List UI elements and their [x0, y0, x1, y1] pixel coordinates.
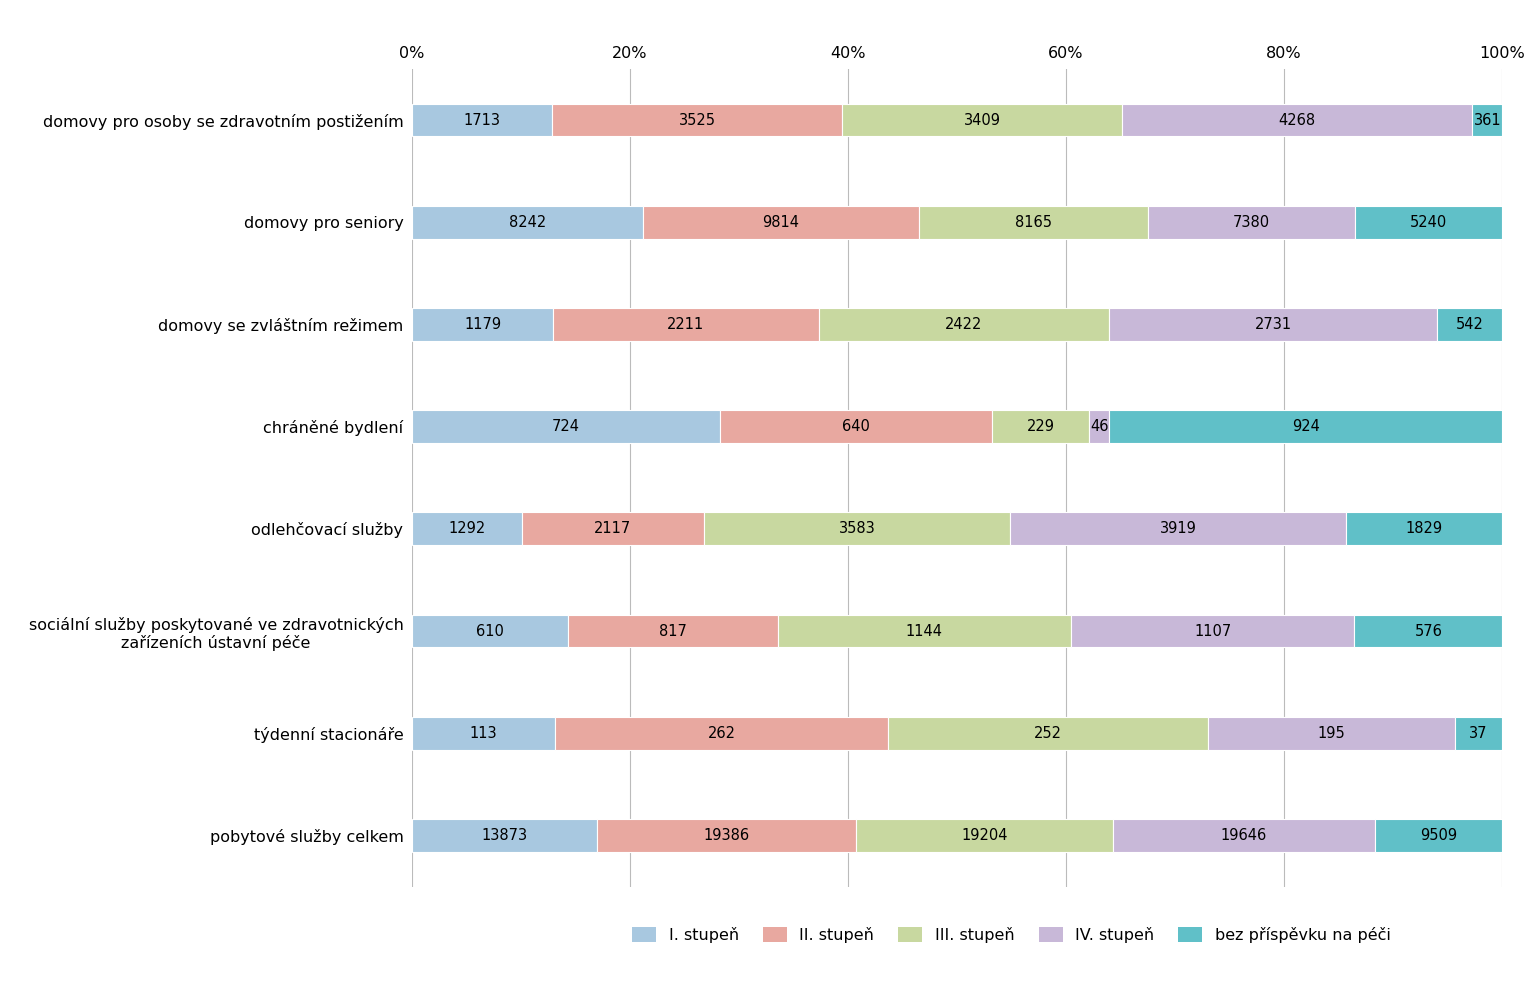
Bar	[918, 206, 1148, 238]
Text: 46: 46	[1090, 420, 1109, 434]
Text: 262: 262	[708, 726, 735, 741]
Text: 3583: 3583	[839, 521, 875, 536]
Bar	[703, 512, 1010, 545]
Text: 1829: 1829	[1406, 521, 1443, 536]
Bar	[412, 717, 555, 750]
Text: 195: 195	[1318, 726, 1345, 741]
Bar	[555, 717, 888, 750]
Bar	[412, 512, 523, 545]
Text: 19386: 19386	[703, 828, 750, 843]
Bar	[1109, 411, 1502, 443]
Text: 13873: 13873	[482, 828, 528, 843]
Bar	[856, 820, 1113, 852]
Bar	[1148, 206, 1356, 238]
Text: 8165: 8165	[1014, 215, 1052, 230]
Bar	[993, 411, 1089, 443]
Text: 229: 229	[1026, 420, 1055, 434]
Bar	[778, 615, 1071, 647]
Text: 3919: 3919	[1159, 521, 1196, 536]
Text: 1713: 1713	[464, 112, 500, 127]
Text: 1107: 1107	[1194, 624, 1231, 638]
Bar	[1071, 615, 1354, 647]
Text: 19204: 19204	[961, 828, 1008, 843]
Text: 3409: 3409	[964, 112, 1000, 127]
Text: 2422: 2422	[946, 317, 982, 332]
Text: 9814: 9814	[762, 215, 799, 230]
Bar	[412, 308, 554, 341]
Text: 2731: 2731	[1255, 317, 1292, 332]
Bar	[819, 308, 1109, 341]
Bar	[644, 206, 918, 238]
Text: 542: 542	[1456, 317, 1484, 332]
Bar	[842, 103, 1122, 136]
Legend: I. stupeň, II. stupeň, III. stupeň, IV. stupeň, bez příspěvku na péči: I. stupeň, II. stupeň, III. stupeň, IV. …	[624, 919, 1398, 951]
Bar	[1122, 103, 1473, 136]
Bar	[1345, 512, 1502, 545]
Text: 576: 576	[1414, 624, 1443, 638]
Bar	[569, 615, 778, 647]
Text: 924: 924	[1292, 420, 1319, 434]
Bar	[1437, 308, 1502, 341]
Bar	[598, 820, 856, 852]
Text: 1179: 1179	[464, 317, 502, 332]
Text: 724: 724	[552, 420, 580, 434]
Bar	[1376, 820, 1502, 852]
Text: 1144: 1144	[906, 624, 942, 638]
Bar	[1089, 411, 1109, 443]
Text: 1292: 1292	[448, 521, 485, 536]
Bar	[412, 615, 569, 647]
Bar	[720, 411, 993, 443]
Bar	[1109, 308, 1437, 341]
Bar	[1473, 103, 1502, 136]
Text: 3525: 3525	[679, 112, 715, 127]
Bar	[412, 206, 644, 238]
Bar	[412, 820, 598, 852]
Text: 37: 37	[1470, 726, 1488, 741]
Text: 2117: 2117	[595, 521, 631, 536]
Text: 4268: 4268	[1278, 112, 1316, 127]
Bar	[1113, 820, 1376, 852]
Text: 7380: 7380	[1232, 215, 1270, 230]
Bar	[523, 512, 703, 545]
Text: 113: 113	[470, 726, 497, 741]
Bar	[1010, 512, 1345, 545]
Bar	[1455, 717, 1502, 750]
Text: 610: 610	[476, 624, 503, 638]
Text: 8242: 8242	[509, 215, 546, 230]
Text: 5240: 5240	[1411, 215, 1447, 230]
Bar	[888, 717, 1208, 750]
Text: 361: 361	[1473, 112, 1501, 127]
Text: 640: 640	[842, 420, 869, 434]
Text: 19646: 19646	[1220, 828, 1267, 843]
Bar	[412, 411, 720, 443]
Bar	[412, 103, 552, 136]
Bar	[1208, 717, 1455, 750]
Text: 9509: 9509	[1420, 828, 1458, 843]
Text: 2211: 2211	[668, 317, 705, 332]
Bar	[1356, 206, 1502, 238]
Bar	[552, 103, 842, 136]
Text: 252: 252	[1034, 726, 1061, 741]
Bar	[554, 308, 819, 341]
Bar	[1354, 615, 1502, 647]
Text: 817: 817	[659, 624, 686, 638]
